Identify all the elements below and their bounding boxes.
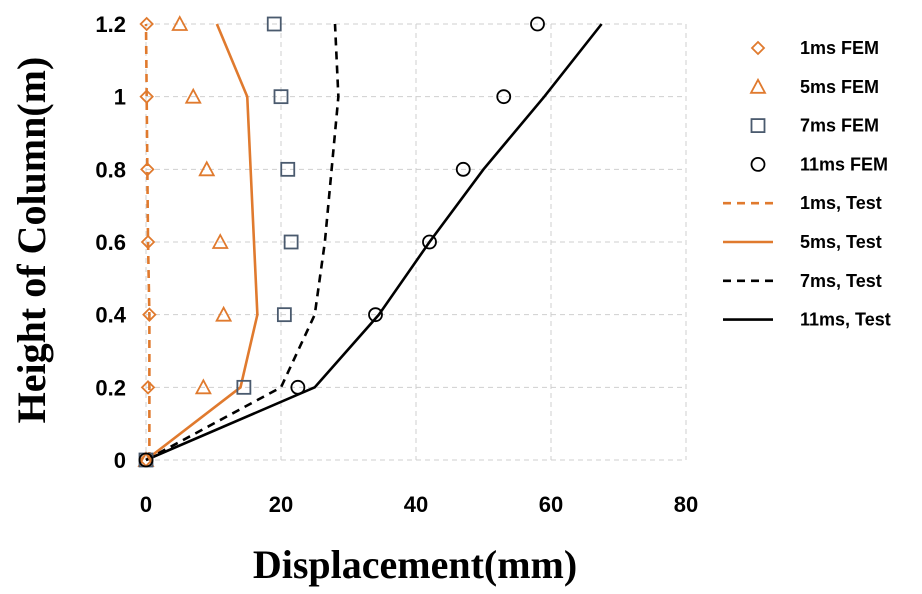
- data-point: [290, 379, 306, 395]
- data-point: [368, 307, 383, 323]
- data-point: [171, 15, 189, 31]
- data-point: [530, 16, 545, 32]
- data-point: [184, 87, 202, 104]
- data-point: [215, 305, 233, 322]
- y-tick-label: 0.4: [95, 303, 126, 328]
- legend-marker: [750, 156, 766, 172]
- x-axis-title: Displacement(mm): [253, 542, 577, 587]
- y-tick-label: 1: [114, 85, 126, 110]
- legend-label: 5ms, Test: [800, 232, 882, 252]
- data-point: [139, 89, 154, 104]
- data-point: [194, 378, 212, 395]
- x-tick-label: 80: [674, 492, 698, 517]
- x-tick-label: 0: [140, 492, 152, 517]
- data-point: [496, 89, 512, 105]
- y-tick-label: 0.8: [95, 157, 126, 182]
- data-point: [138, 452, 154, 468]
- data-point: [266, 16, 282, 32]
- y-axis-title: Height of Column(m): [9, 57, 54, 424]
- data-point: [211, 233, 229, 249]
- data-point: [236, 379, 252, 395]
- x-tick-label: 40: [404, 492, 428, 517]
- data-point: [455, 161, 471, 177]
- x-tick-label: 20: [269, 492, 293, 517]
- legend-label: 1ms, Test: [800, 193, 882, 213]
- tick-labels: 0 20 40 60 80 0 0.2 0.4 0.6 0.8 1 1.2: [95, 12, 698, 517]
- legend-label: 11ms, Test: [800, 310, 891, 330]
- data-point: [140, 234, 156, 250]
- y-tick-label: 0.6: [95, 230, 126, 255]
- legend-marker: [750, 40, 766, 56]
- series-line: [144, 23, 151, 460]
- data-point: [273, 89, 289, 105]
- legend-label: 7ms FEM: [800, 116, 879, 136]
- series-line: [145, 23, 259, 462]
- legend: 1ms FEM 5ms FEM 7ms FEM 11ms FEM 1ms, Test 5m…: [723, 38, 891, 330]
- series-line: [145, 23, 340, 462]
- data-point: [140, 162, 155, 177]
- legend-label: 11ms FEM: [800, 154, 888, 174]
- plot-area: [137, 15, 603, 468]
- legend-label: 5ms FEM: [800, 77, 879, 97]
- y-tick-label: 0.2: [95, 375, 126, 400]
- data-point: [422, 234, 437, 250]
- y-tick-label: 1.2: [95, 12, 126, 37]
- legend-label: 1ms FEM: [800, 38, 879, 58]
- data-point: [283, 234, 299, 250]
- data-point: [142, 307, 157, 322]
- data-point: [139, 16, 154, 32]
- data-point: [198, 160, 216, 177]
- series-line: [145, 23, 603, 462]
- legend-marker: [749, 77, 767, 94]
- data-point: [140, 380, 156, 395]
- x-tick-label: 60: [539, 492, 563, 517]
- legend-label: 7ms, Test: [800, 271, 882, 291]
- y-tick-label: 0: [114, 448, 126, 473]
- data-point: [280, 161, 296, 177]
- grid: [145, 23, 687, 461]
- legend-marker: [750, 118, 766, 133]
- data-point: [276, 307, 292, 323]
